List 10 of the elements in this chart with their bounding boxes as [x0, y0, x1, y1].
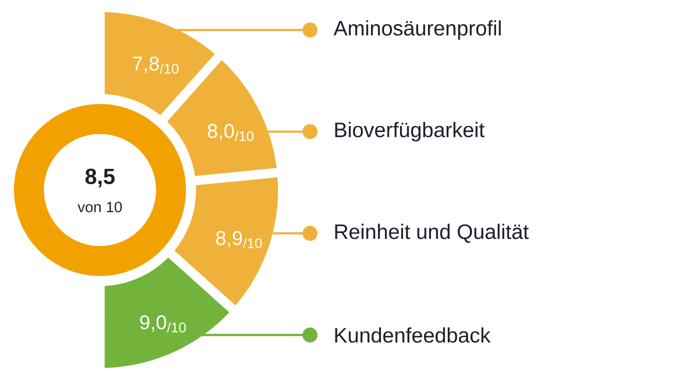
category-label: Reinheit und Qualität: [335, 224, 529, 243]
data-label: 7,8$_{/10}$: [133, 56, 179, 74]
text: von 10: [78, 202, 122, 212]
data-label: 9,0$_{/10}$: [140, 315, 186, 332]
data-label: 8,9$_{/10}$: [216, 231, 262, 248]
category-label: Aminosäurenprofil: [334, 20, 501, 40]
text: 8,5: [85, 168, 115, 188]
category-label: Bioverfügbarkeit: [335, 122, 485, 142]
data-label: 8,0$_{/10}$: [208, 124, 254, 142]
category-label: Kundenfeedback: [335, 327, 491, 343]
